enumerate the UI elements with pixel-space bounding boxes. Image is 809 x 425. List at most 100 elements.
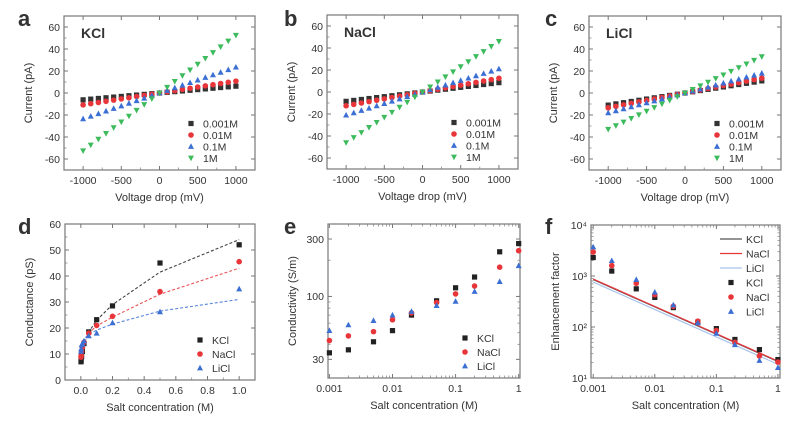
data-point — [358, 96, 364, 103]
data-point — [103, 131, 110, 137]
legend-label: 1M — [729, 153, 744, 165]
x-tick-label: 0.001 — [316, 383, 342, 395]
data-point — [480, 49, 487, 55]
x-tick-label: 0 — [682, 175, 688, 187]
data-point — [613, 103, 619, 110]
data-point — [751, 57, 758, 64]
data-point — [635, 112, 642, 118]
data-point — [450, 79, 457, 86]
data-point — [635, 101, 642, 108]
x-axis-label: Voltage drop (mV) — [641, 192, 730, 204]
data-point — [233, 83, 239, 89]
data-point — [496, 75, 502, 82]
data-point — [366, 125, 373, 131]
data-point — [516, 240, 522, 247]
data-point — [202, 86, 208, 92]
data-point — [682, 90, 688, 97]
data-point — [720, 79, 727, 86]
data-point — [187, 85, 193, 92]
data-point — [109, 303, 116, 309]
legend-label: NaCl — [212, 349, 235, 361]
legend-label: 1M — [466, 152, 481, 164]
data-point — [111, 94, 117, 100]
data-point — [225, 84, 231, 90]
series-licl — [326, 262, 522, 334]
data-point — [643, 108, 650, 115]
data-point — [157, 288, 163, 295]
data-point — [396, 95, 403, 102]
data-point — [758, 70, 765, 76]
y-tick-label: -40 — [570, 132, 585, 144]
x-tick-label: 0 — [157, 175, 163, 187]
data-point — [732, 336, 738, 343]
y-axis-label: Enhancement factor — [550, 252, 562, 351]
data-point — [187, 67, 194, 74]
y-tick-label: 60 — [49, 219, 61, 231]
data-point — [620, 105, 627, 112]
legend-label: KCl — [746, 278, 763, 290]
data-point — [217, 44, 224, 50]
data-point — [628, 100, 635, 107]
x-tick-label: 0.01 — [382, 383, 403, 395]
panel-label: f — [545, 214, 553, 239]
legend-label: 0.01M — [466, 129, 495, 141]
data-point — [743, 61, 750, 68]
data-point — [350, 101, 357, 108]
legend-label: 0.1M — [729, 142, 752, 154]
data-point — [515, 262, 522, 269]
data-point — [210, 85, 216, 91]
data-point — [373, 97, 380, 104]
data-point — [94, 317, 100, 323]
x-tick-label: 0 — [420, 174, 426, 186]
data-point — [133, 93, 140, 100]
data-point — [605, 105, 611, 111]
data-point — [388, 98, 395, 104]
data-point — [705, 79, 712, 86]
data-point — [472, 54, 479, 60]
data-point — [442, 74, 449, 81]
data-point — [110, 97, 117, 103]
data-point — [481, 81, 487, 88]
data-point — [674, 94, 681, 100]
data-point — [495, 39, 502, 45]
data-point — [358, 130, 365, 136]
y-tick-label: 40 — [311, 43, 323, 55]
data-point — [103, 95, 109, 101]
data-point — [148, 96, 155, 102]
x-tick-label: -1000 — [70, 175, 97, 187]
data-point — [366, 104, 373, 111]
legend-label: 0.01M — [729, 130, 758, 142]
y-tick-label: 30 — [312, 354, 324, 366]
data-point — [343, 98, 349, 104]
legend-label: LiCl — [212, 363, 230, 375]
data-point — [370, 317, 377, 323]
legend-label: 0.001M — [203, 119, 238, 131]
panel-c: c -1000 -500 0 500 1000 -60 -40 -20 0 20 40 60 Voltag… — [545, 6, 782, 204]
legend-label: KCl — [212, 335, 229, 347]
data-point — [80, 97, 86, 103]
y-tick-label: -20 — [45, 110, 60, 122]
x-tick-label: 1.0 — [232, 385, 247, 397]
data-point — [326, 350, 333, 356]
data-point — [95, 136, 102, 143]
legend-label: 0.1M — [203, 142, 226, 154]
data-point — [343, 140, 350, 146]
legend-marker — [462, 335, 468, 341]
data-point — [697, 83, 704, 89]
legend-marker — [714, 132, 720, 138]
data-point — [326, 337, 333, 344]
legend-label: NaCl — [746, 292, 769, 304]
data-point — [194, 84, 201, 90]
data-point — [488, 76, 495, 83]
data-point — [496, 80, 502, 86]
panel-label: d — [18, 214, 31, 239]
y-tick-label: 10 — [49, 349, 61, 361]
data-point — [743, 73, 750, 80]
data-point — [125, 100, 132, 106]
series-1m — [80, 32, 239, 154]
data-point — [118, 96, 125, 102]
data-point — [404, 93, 411, 100]
panel-d: d 0.0 0.2 0.4 0.6 0.8 1.0 0 10 20 30 40 50 60 Salt con… — [18, 214, 256, 414]
data-point — [759, 75, 765, 81]
x-tick-label: 0.4 — [137, 385, 152, 397]
